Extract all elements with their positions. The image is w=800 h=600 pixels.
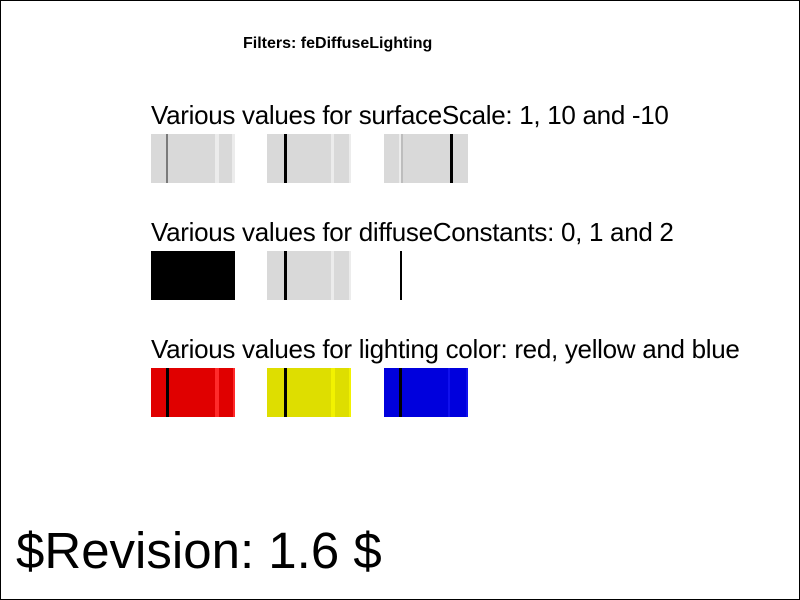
swatch-stripe bbox=[284, 134, 287, 183]
swatch-stripe bbox=[215, 368, 219, 417]
swatch-stripe bbox=[349, 251, 351, 300]
swatch-stripe bbox=[448, 368, 450, 417]
swatch-stripe bbox=[233, 368, 235, 417]
swatch-stripe bbox=[284, 368, 287, 417]
swatch-stripe bbox=[399, 368, 402, 417]
lighting-swatch-diffuse-constant-1 bbox=[151, 251, 235, 300]
swatch-stripe bbox=[215, 134, 219, 183]
lighting-swatch-diffuse-constant-3 bbox=[384, 251, 468, 300]
swatch-stripe bbox=[284, 251, 287, 300]
revision-text: $Revision: 1.6 $ bbox=[16, 522, 382, 579]
swatch-stripe bbox=[166, 368, 169, 417]
lighting-swatch-surface-scale-3 bbox=[384, 134, 468, 183]
swatch-stripe bbox=[331, 134, 334, 183]
swatch-stripe bbox=[349, 368, 351, 417]
swatch-stripe bbox=[331, 251, 334, 300]
swatch-stripe bbox=[400, 251, 402, 300]
swatch-stripe bbox=[232, 134, 235, 183]
swatch-stripe bbox=[399, 134, 402, 183]
row-label-lighting-color: Various values for lighting color: red, … bbox=[151, 334, 740, 364]
lighting-swatch-surface-scale-1 bbox=[151, 134, 235, 183]
lighting-swatch-lighting-color-2 bbox=[267, 368, 351, 417]
swatch-stripe bbox=[331, 368, 335, 417]
swatch-stripe bbox=[349, 134, 351, 183]
swatch-stripe bbox=[166, 134, 168, 183]
lighting-swatch-diffuse-constant-2 bbox=[267, 251, 351, 300]
lighting-swatch-lighting-color-1 bbox=[151, 368, 235, 417]
swatch-stripe bbox=[401, 134, 403, 183]
page-title: Filters: feDiffuseLighting bbox=[243, 35, 433, 52]
row-label-surface-scale: Various values for surfaceScale: 1, 10 a… bbox=[151, 100, 669, 130]
row-label-diffuse-constants: Various values for diffuseConstants: 0, … bbox=[151, 217, 674, 247]
lighting-swatch-surface-scale-2 bbox=[267, 134, 351, 183]
swatch-stripe bbox=[450, 134, 453, 183]
swatch-stripe bbox=[466, 368, 468, 417]
lighting-swatch-lighting-color-3 bbox=[384, 368, 468, 417]
